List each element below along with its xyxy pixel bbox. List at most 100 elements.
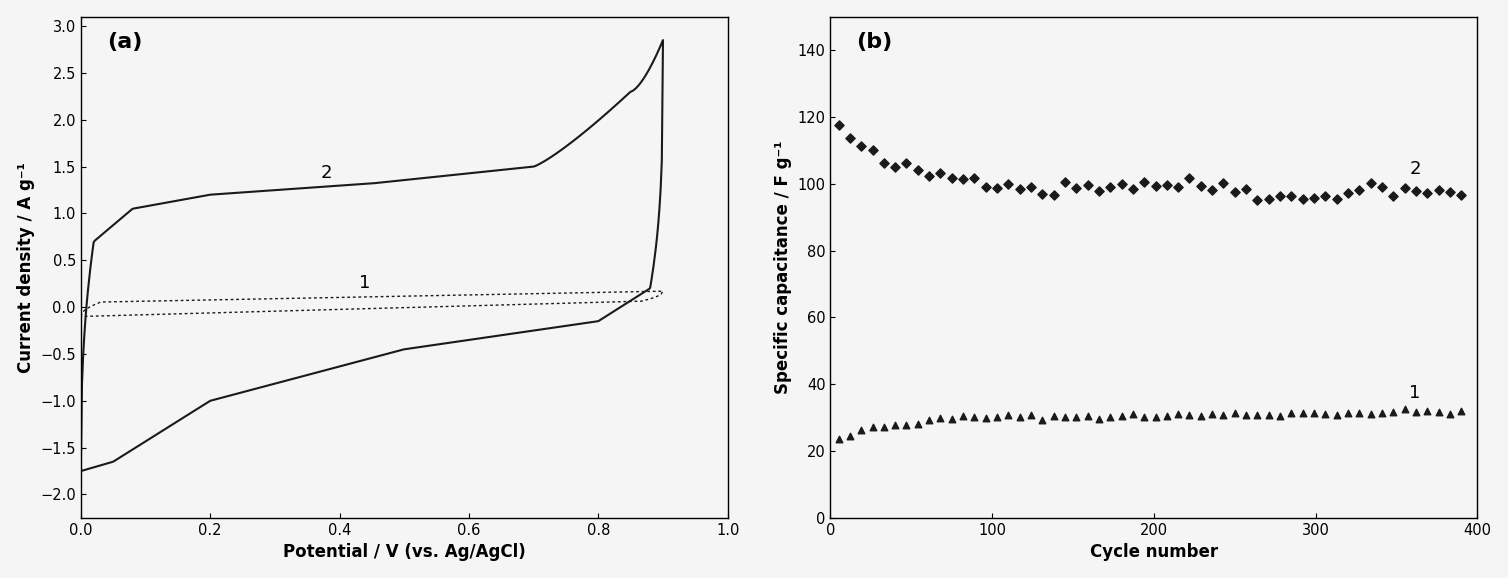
- Point: [1120, 184, 1145, 194]
- Point: [962, 413, 986, 422]
- Point: [1133, 412, 1157, 421]
- Y-axis label: Specific capacitance / F g⁻¹: Specific capacitance / F g⁻¹: [774, 140, 792, 394]
- Point: [838, 133, 863, 142]
- Point: [1359, 179, 1383, 188]
- Point: [1110, 180, 1134, 189]
- Point: [1449, 406, 1473, 416]
- Point: [1042, 190, 1066, 199]
- Y-axis label: Current density / A g⁻¹: Current density / A g⁻¹: [17, 162, 35, 373]
- Point: [1075, 181, 1099, 190]
- Point: [985, 412, 1009, 421]
- Point: [1256, 410, 1280, 419]
- Point: [962, 173, 986, 182]
- Point: [1087, 186, 1111, 195]
- Point: [917, 415, 941, 424]
- Point: [1211, 179, 1235, 188]
- Point: [1449, 190, 1473, 199]
- Point: [1053, 412, 1077, 421]
- Point: [1223, 187, 1247, 197]
- Point: [1065, 413, 1089, 422]
- Point: [1369, 182, 1393, 191]
- Point: [906, 419, 930, 428]
- Point: [849, 142, 873, 151]
- Point: [929, 169, 953, 178]
- Point: [1110, 411, 1134, 420]
- Point: [849, 425, 873, 435]
- Point: [884, 162, 908, 172]
- Point: [1437, 187, 1461, 196]
- Point: [1427, 186, 1451, 195]
- Point: [1143, 181, 1167, 191]
- Point: [1098, 183, 1122, 192]
- Point: [1166, 410, 1190, 419]
- Point: [1301, 193, 1326, 202]
- Point: [952, 412, 976, 421]
- Point: [1065, 183, 1089, 192]
- Point: [1404, 187, 1428, 196]
- Point: [1268, 191, 1292, 201]
- Point: [1200, 186, 1224, 195]
- X-axis label: Potential / V (vs. Ag/AgCl): Potential / V (vs. Ag/AgCl): [284, 543, 526, 561]
- Point: [872, 158, 896, 168]
- Point: [1404, 407, 1428, 416]
- Point: [1324, 410, 1348, 420]
- Point: [1234, 184, 1258, 193]
- Text: 2: 2: [320, 164, 332, 182]
- Point: [1369, 408, 1393, 417]
- Text: 1: 1: [1410, 384, 1421, 402]
- Point: [1324, 194, 1348, 203]
- Point: [1042, 411, 1066, 420]
- Text: (b): (b): [857, 32, 893, 51]
- Point: [872, 422, 896, 431]
- Point: [1019, 182, 1044, 191]
- Point: [1268, 412, 1292, 421]
- Point: [1087, 414, 1111, 424]
- Point: [1313, 192, 1338, 201]
- Point: [1256, 195, 1280, 204]
- Point: [1200, 410, 1224, 419]
- Point: [917, 172, 941, 181]
- Point: [1336, 188, 1360, 198]
- Text: 2: 2: [1410, 160, 1421, 177]
- Point: [1030, 189, 1054, 198]
- Point: [1291, 194, 1315, 203]
- Point: [1392, 183, 1416, 192]
- Point: [884, 420, 908, 429]
- Point: [1120, 410, 1145, 419]
- Point: [997, 180, 1021, 189]
- Text: (a): (a): [107, 32, 142, 51]
- Point: [1381, 191, 1405, 201]
- Point: [1155, 181, 1179, 190]
- Point: [861, 422, 885, 431]
- Point: [1143, 413, 1167, 422]
- Point: [1279, 409, 1303, 418]
- X-axis label: Cycle number: Cycle number: [1090, 543, 1218, 561]
- Point: [1007, 184, 1031, 194]
- Point: [1246, 195, 1270, 204]
- Point: [985, 183, 1009, 192]
- Point: [1359, 409, 1383, 418]
- Point: [1392, 405, 1416, 414]
- Point: [1234, 411, 1258, 420]
- Point: [861, 145, 885, 154]
- Point: [1178, 173, 1202, 183]
- Point: [906, 165, 930, 175]
- Point: [1313, 409, 1338, 418]
- Point: [1415, 407, 1439, 416]
- Point: [1336, 409, 1360, 418]
- Point: [1019, 410, 1044, 420]
- Point: [1246, 410, 1270, 420]
- Point: [1166, 183, 1190, 192]
- Point: [974, 183, 998, 192]
- Point: [1053, 177, 1077, 187]
- Point: [1098, 412, 1122, 421]
- Point: [997, 410, 1021, 420]
- Text: 1: 1: [359, 275, 371, 292]
- Point: [1437, 409, 1461, 418]
- Point: [1415, 188, 1439, 198]
- Point: [1075, 412, 1099, 421]
- Point: [1030, 416, 1054, 425]
- Point: [1188, 412, 1212, 421]
- Point: [1155, 412, 1179, 421]
- Point: [838, 432, 863, 441]
